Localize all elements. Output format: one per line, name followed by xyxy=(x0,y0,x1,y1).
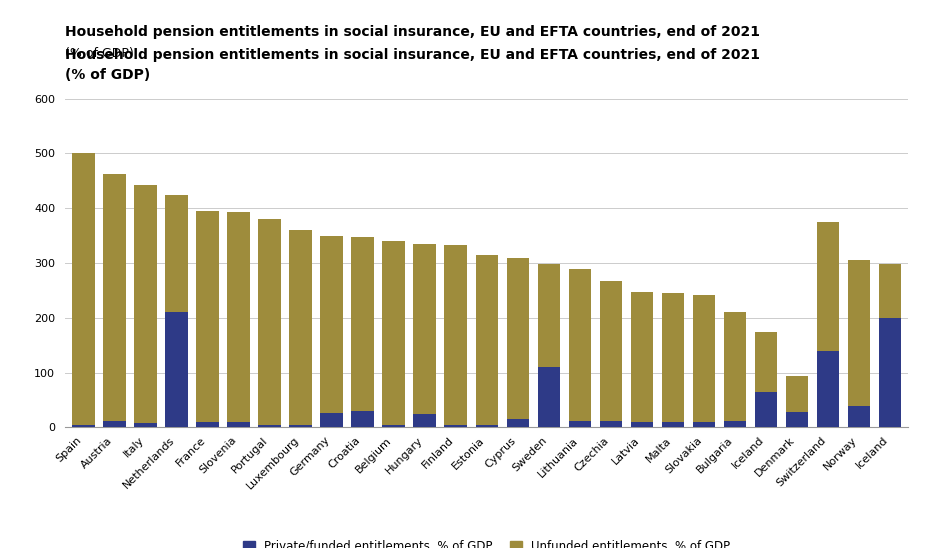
Bar xyxy=(72,153,95,425)
Bar xyxy=(538,367,560,427)
Bar xyxy=(755,332,777,392)
Bar xyxy=(692,295,715,422)
Bar xyxy=(476,425,498,427)
Bar xyxy=(786,376,808,412)
Bar xyxy=(786,412,808,427)
Bar xyxy=(134,423,157,427)
Bar xyxy=(165,312,187,427)
Bar xyxy=(72,425,95,427)
Bar xyxy=(879,264,901,318)
Bar xyxy=(289,425,311,427)
Bar xyxy=(165,195,187,312)
Bar xyxy=(724,312,746,421)
Bar xyxy=(817,351,839,427)
Text: Household pension entitlements in social insurance, EU and EFTA countries, end o: Household pension entitlements in social… xyxy=(65,25,760,39)
Bar xyxy=(259,219,281,425)
Bar xyxy=(600,281,622,421)
Bar xyxy=(413,414,436,427)
Bar xyxy=(413,244,436,414)
Bar xyxy=(444,245,467,425)
Legend: Private/funded entitlements, % of GDP, Unfunded entitlements, % of GDP: Private/funded entitlements, % of GDP, U… xyxy=(238,535,735,548)
Text: Household pension entitlements in social insurance, EU and EFTA countries, end o: Household pension entitlements in social… xyxy=(65,48,760,82)
Bar xyxy=(662,422,684,427)
Bar xyxy=(506,419,528,427)
Bar xyxy=(289,230,311,425)
Bar xyxy=(506,258,528,419)
Bar xyxy=(692,422,715,427)
Bar xyxy=(630,422,653,427)
Bar xyxy=(134,185,157,423)
Bar xyxy=(103,174,126,421)
Bar xyxy=(538,264,560,367)
Bar xyxy=(724,421,746,427)
Bar xyxy=(351,237,374,411)
Bar xyxy=(227,422,249,427)
Bar xyxy=(321,236,343,413)
Bar xyxy=(383,425,405,427)
Bar xyxy=(755,392,777,427)
Bar xyxy=(630,292,653,422)
Bar xyxy=(476,255,498,425)
Bar xyxy=(847,260,870,406)
Bar xyxy=(444,425,467,427)
Bar xyxy=(568,269,590,421)
Bar xyxy=(600,421,622,427)
Bar xyxy=(321,413,343,427)
Bar xyxy=(351,411,374,427)
Text: (% of GDP): (% of GDP) xyxy=(65,47,133,60)
Bar xyxy=(879,318,901,427)
Bar xyxy=(259,425,281,427)
Bar xyxy=(227,212,249,422)
Bar xyxy=(662,293,684,422)
Bar xyxy=(103,421,126,427)
Bar xyxy=(817,222,839,351)
Bar xyxy=(568,421,590,427)
Bar xyxy=(197,211,219,422)
Bar xyxy=(197,422,219,427)
Bar xyxy=(383,241,405,425)
Bar xyxy=(847,406,870,427)
